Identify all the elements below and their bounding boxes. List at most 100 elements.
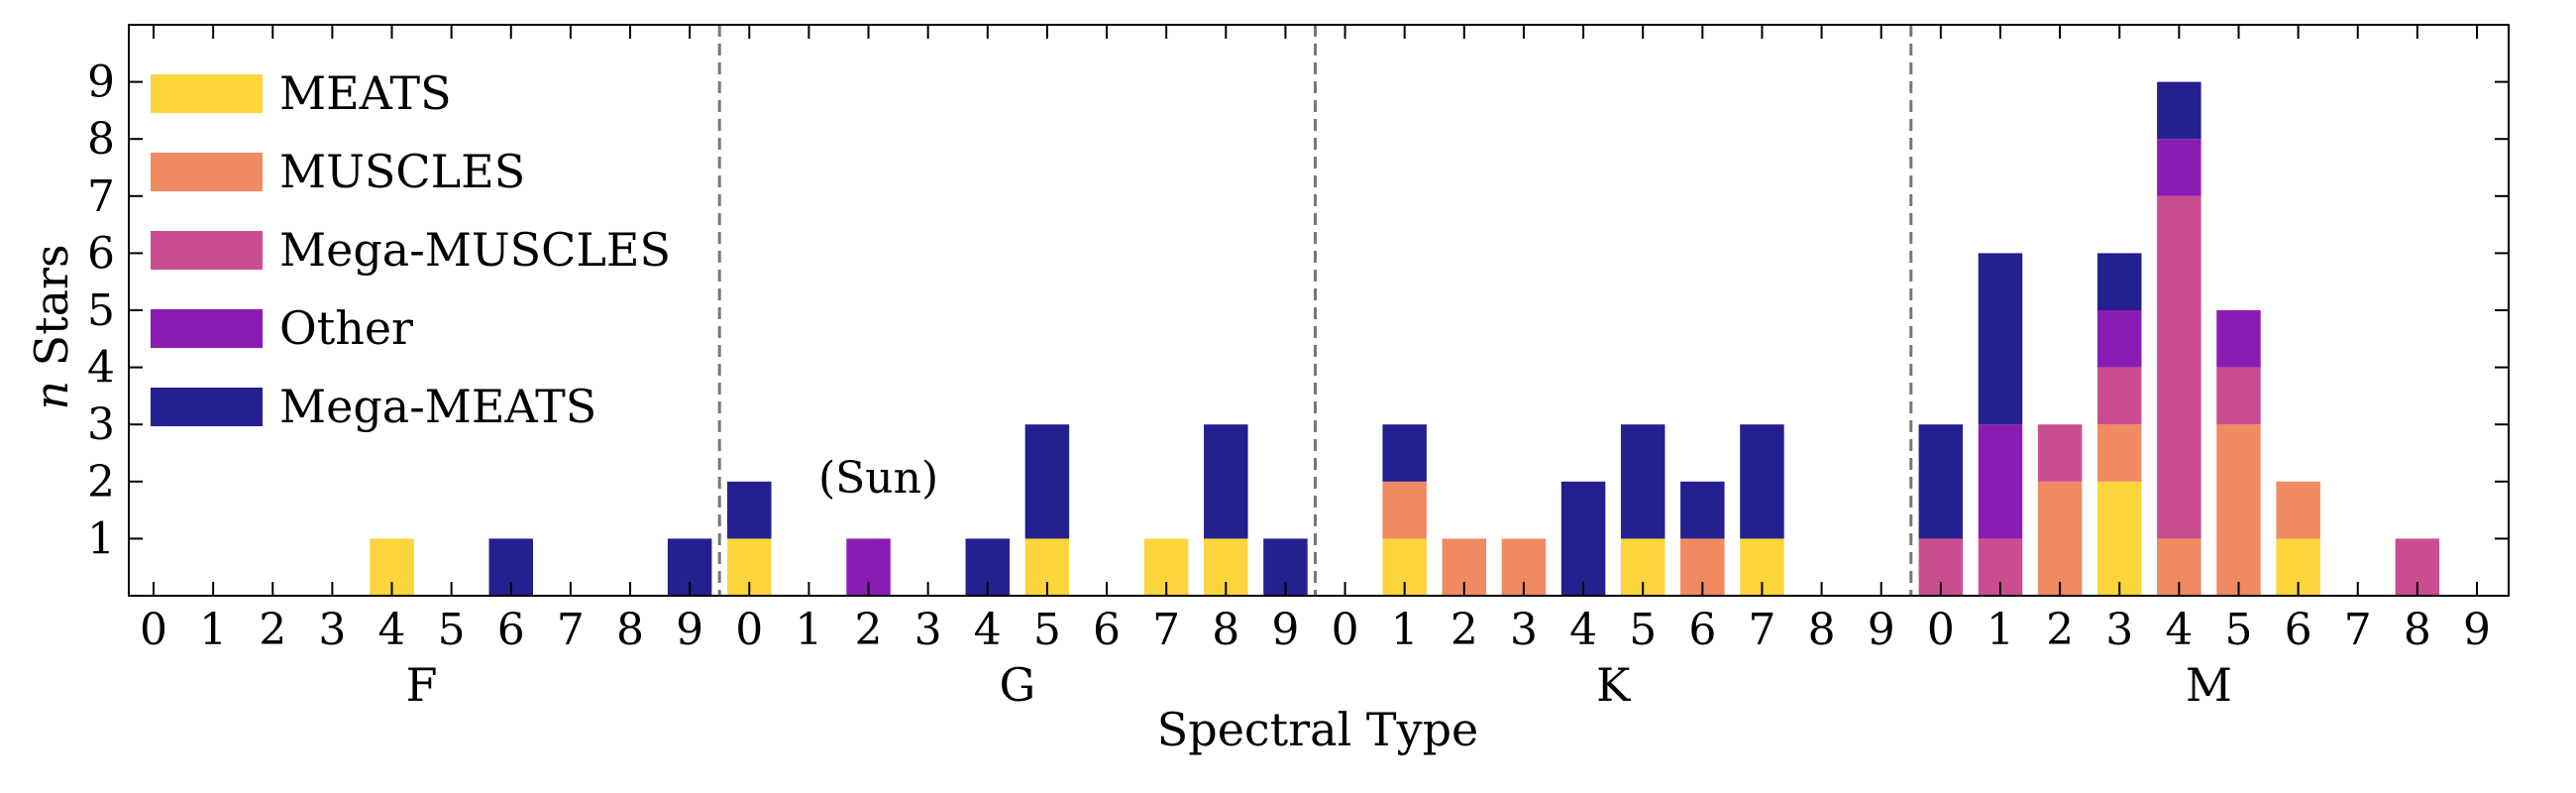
y-axis-label: n Stars bbox=[25, 244, 78, 409]
legend-label: Other bbox=[279, 301, 413, 355]
x-tick-label: 7 bbox=[1748, 605, 1775, 655]
plot-frame bbox=[128, 24, 2510, 597]
x-tick-label: 8 bbox=[2404, 605, 2431, 655]
y-axis-label-italic: n bbox=[25, 381, 78, 410]
bar-segment-M3-meats bbox=[2096, 481, 2142, 596]
legend-label: MEATS bbox=[279, 66, 452, 120]
bar-segment-M1-other bbox=[1978, 424, 2023, 539]
x-tick-label: 5 bbox=[2224, 605, 2252, 655]
x-tick-label: 5 bbox=[1033, 605, 1061, 655]
x-tick-label: 1 bbox=[1391, 605, 1419, 655]
x-tick-label: 5 bbox=[438, 605, 466, 655]
x-tick-label: 7 bbox=[1152, 605, 1180, 655]
x-tick-label: 6 bbox=[1688, 605, 1716, 655]
x-tick-label: 7 bbox=[557, 605, 585, 655]
bar-segment-M3-muscles bbox=[2096, 424, 2142, 482]
bar-segment-M4-other bbox=[2157, 139, 2201, 196]
y-tick-label: 7 bbox=[87, 171, 115, 222]
spectral-class-label: G bbox=[999, 658, 1035, 712]
y-tick-label: 1 bbox=[87, 513, 115, 564]
bar-segment-M1-mega-meats bbox=[1978, 253, 2023, 425]
bar-segment-K7-mega-meats bbox=[1740, 424, 1784, 539]
legend-swatch-other bbox=[151, 309, 263, 348]
bar-segment-M5-mega-muscles bbox=[2216, 367, 2261, 425]
x-tick-label: 0 bbox=[735, 605, 763, 655]
x-tick-label: 4 bbox=[2165, 605, 2193, 655]
x-axis-label: Spectral Type bbox=[1157, 703, 1479, 756]
legend-swatch-muscles bbox=[151, 153, 263, 191]
x-tick-label: 1 bbox=[795, 605, 822, 655]
y-tick-label: 9 bbox=[87, 57, 115, 108]
x-tick-label: 6 bbox=[2285, 605, 2312, 655]
x-tick-label: 9 bbox=[1868, 605, 1895, 655]
bar-segment-K1-mega-meats bbox=[1382, 424, 1427, 482]
x-tick-label: 0 bbox=[140, 605, 167, 655]
x-tick-label: 3 bbox=[1510, 605, 1538, 655]
x-tick-label: 4 bbox=[1569, 605, 1597, 655]
y-tick-label: 3 bbox=[87, 399, 115, 450]
y-tick-label: 2 bbox=[87, 457, 115, 508]
x-tick-label: 7 bbox=[2344, 605, 2372, 655]
x-tick-label: 3 bbox=[318, 605, 346, 655]
x-tick-label: 1 bbox=[1986, 605, 2014, 655]
y-axis-label-text: Stars bbox=[25, 244, 78, 381]
y-tick-label: 6 bbox=[87, 228, 115, 279]
sun-annotation: (Sun) bbox=[818, 453, 938, 504]
y-tick-label: 5 bbox=[87, 285, 115, 336]
x-tick-label: 2 bbox=[1450, 605, 1478, 655]
x-tick-label: 6 bbox=[1093, 605, 1121, 655]
legend-label: Mega-MEATS bbox=[279, 380, 596, 433]
bar-segment-M0-mega-meats bbox=[1918, 424, 1964, 539]
y-tick-label: 8 bbox=[87, 114, 115, 165]
class-dividers bbox=[717, 25, 1913, 596]
x-tick-label: 5 bbox=[1629, 605, 1657, 655]
bar-segment-K5-mega-meats bbox=[1620, 424, 1665, 539]
bar-segment-M3-mega-meats bbox=[2096, 253, 2142, 310]
legend-swatch-mega-muscles bbox=[151, 231, 263, 270]
spectral-class-label: F bbox=[406, 658, 438, 712]
legend-label: MUSCLES bbox=[279, 145, 525, 198]
x-tick-label: 2 bbox=[855, 605, 883, 655]
x-tick-label: 3 bbox=[2105, 605, 2133, 655]
bar-segment-G8-mega-meats bbox=[1204, 424, 1248, 539]
x-tick-label: 9 bbox=[2463, 605, 2491, 655]
x-tick-label: 8 bbox=[616, 605, 644, 655]
x-tick-label: 9 bbox=[1271, 605, 1299, 655]
x-tick-label: 8 bbox=[1808, 605, 1836, 655]
bar-segment-K4-mega-meats bbox=[1560, 481, 1606, 596]
bar-segment-M5-muscles bbox=[2216, 424, 2261, 596]
x-tick-label: 2 bbox=[259, 605, 286, 655]
x-tick-label: 0 bbox=[1927, 605, 1955, 655]
x-tick-label: 2 bbox=[2046, 605, 2074, 655]
legend: MEATS MUSCLES Mega-MUSCLES Other Mega-MEATS bbox=[151, 66, 671, 433]
legend-swatch-meats bbox=[151, 74, 263, 113]
legend-label: Mega-MUSCLES bbox=[279, 223, 671, 277]
bars-layer bbox=[370, 81, 2440, 596]
bar-segment-M3-mega-muscles bbox=[2096, 367, 2142, 425]
x-tick-label: 6 bbox=[497, 605, 525, 655]
x-tick-label: 4 bbox=[378, 605, 406, 655]
bar-segment-M4-mega-meats bbox=[2157, 81, 2201, 140]
x-tick-label: 8 bbox=[1212, 605, 1239, 655]
spectral-class-label: M bbox=[2186, 658, 2232, 712]
bar-segment-M2-muscles bbox=[2037, 481, 2083, 596]
bar-segment-K1-muscles bbox=[1382, 481, 1427, 539]
bar-segment-G0-mega-meats bbox=[727, 481, 772, 539]
x-tick-label: 3 bbox=[914, 605, 942, 655]
bar-segment-G5-mega-meats bbox=[1024, 424, 1070, 539]
y-tick-label: 4 bbox=[87, 343, 115, 394]
bar-segment-M3-other bbox=[2096, 310, 2142, 368]
bar-segment-M2-mega-muscles bbox=[2037, 424, 2083, 482]
bar-segment-K6-mega-meats bbox=[1680, 481, 1725, 539]
x-tick-label: 1 bbox=[199, 605, 227, 655]
bar-segment-M6-muscles bbox=[2276, 481, 2320, 539]
bar-segment-M4-mega-muscles bbox=[2157, 195, 2201, 539]
x-tick-label: 0 bbox=[1332, 605, 1359, 655]
x-tick-label: 4 bbox=[974, 605, 1002, 655]
spectral-class-label: K bbox=[1596, 658, 1632, 712]
bar-segment-M5-other bbox=[2216, 310, 2261, 368]
legend-swatch-mega-meats bbox=[151, 388, 263, 426]
x-tick-label: 9 bbox=[676, 605, 703, 655]
